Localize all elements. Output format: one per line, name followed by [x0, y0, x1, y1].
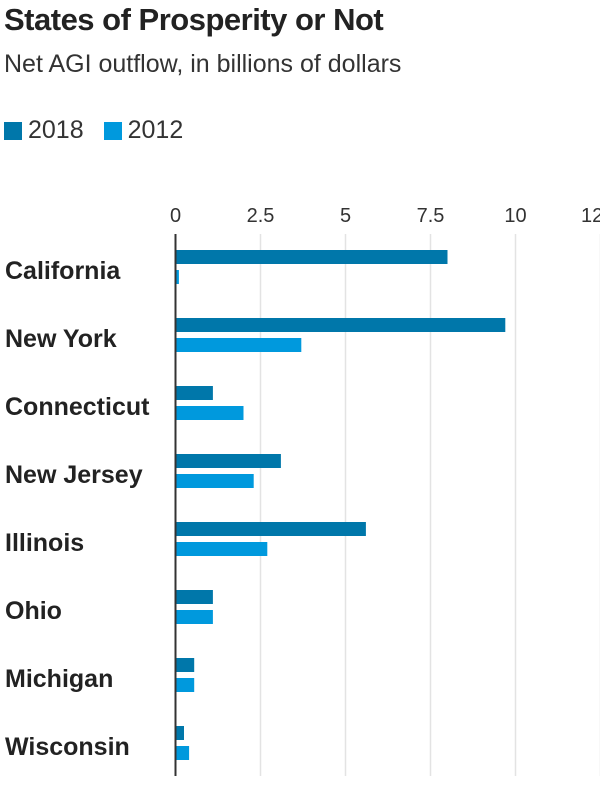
category-label: Connecticut [5, 393, 150, 421]
bar-2012 [175, 338, 302, 352]
bar-2018 [175, 250, 448, 264]
bar-2018 [175, 726, 184, 740]
legend-item-2012: 2012 [103, 116, 184, 145]
tick-label: 12.5 [581, 205, 600, 227]
tick-label: 7.5 [417, 205, 445, 227]
chart-subtitle: Net AGI outflow, in billions of dollars [4, 50, 402, 78]
bar-2012 [175, 474, 254, 488]
bar-2018 [175, 318, 506, 332]
bar-2012 [175, 406, 244, 420]
category-label: Illinois [5, 529, 84, 557]
category-label: New York [5, 325, 117, 353]
bar-2012 [175, 610, 213, 624]
legend-label-2018: 2018 [28, 116, 84, 144]
tick-label: 5 [340, 205, 351, 227]
legend-swatch-2012 [103, 121, 122, 140]
legend-swatch-2018 [4, 121, 22, 140]
bar-2012 [175, 678, 195, 692]
bar-2018 [175, 386, 213, 400]
chart-title: States of Prosperity or Not [4, 2, 384, 37]
bar-2018 [175, 522, 366, 536]
category-label: Michigan [5, 665, 113, 693]
bar-2018 [175, 590, 213, 604]
bar-2012 [175, 270, 179, 284]
tick-label: 0 [170, 205, 181, 227]
category-label: Ohio [5, 597, 62, 625]
category-label: California [5, 257, 121, 285]
legend: 2018 2012 [4, 116, 183, 145]
category-label: New Jersey [5, 461, 143, 489]
bar-2018 [175, 454, 281, 468]
bar-2012 [175, 746, 190, 760]
legend-label-2012: 2012 [127, 116, 184, 144]
legend-item-2018: 2018 [4, 116, 84, 145]
tick-label: 10 [504, 205, 526, 227]
category-label: Wisconsin [5, 733, 130, 761]
bar-2012 [175, 542, 268, 556]
tick-label: 2.5 [247, 205, 275, 227]
bar-2018 [175, 658, 195, 672]
